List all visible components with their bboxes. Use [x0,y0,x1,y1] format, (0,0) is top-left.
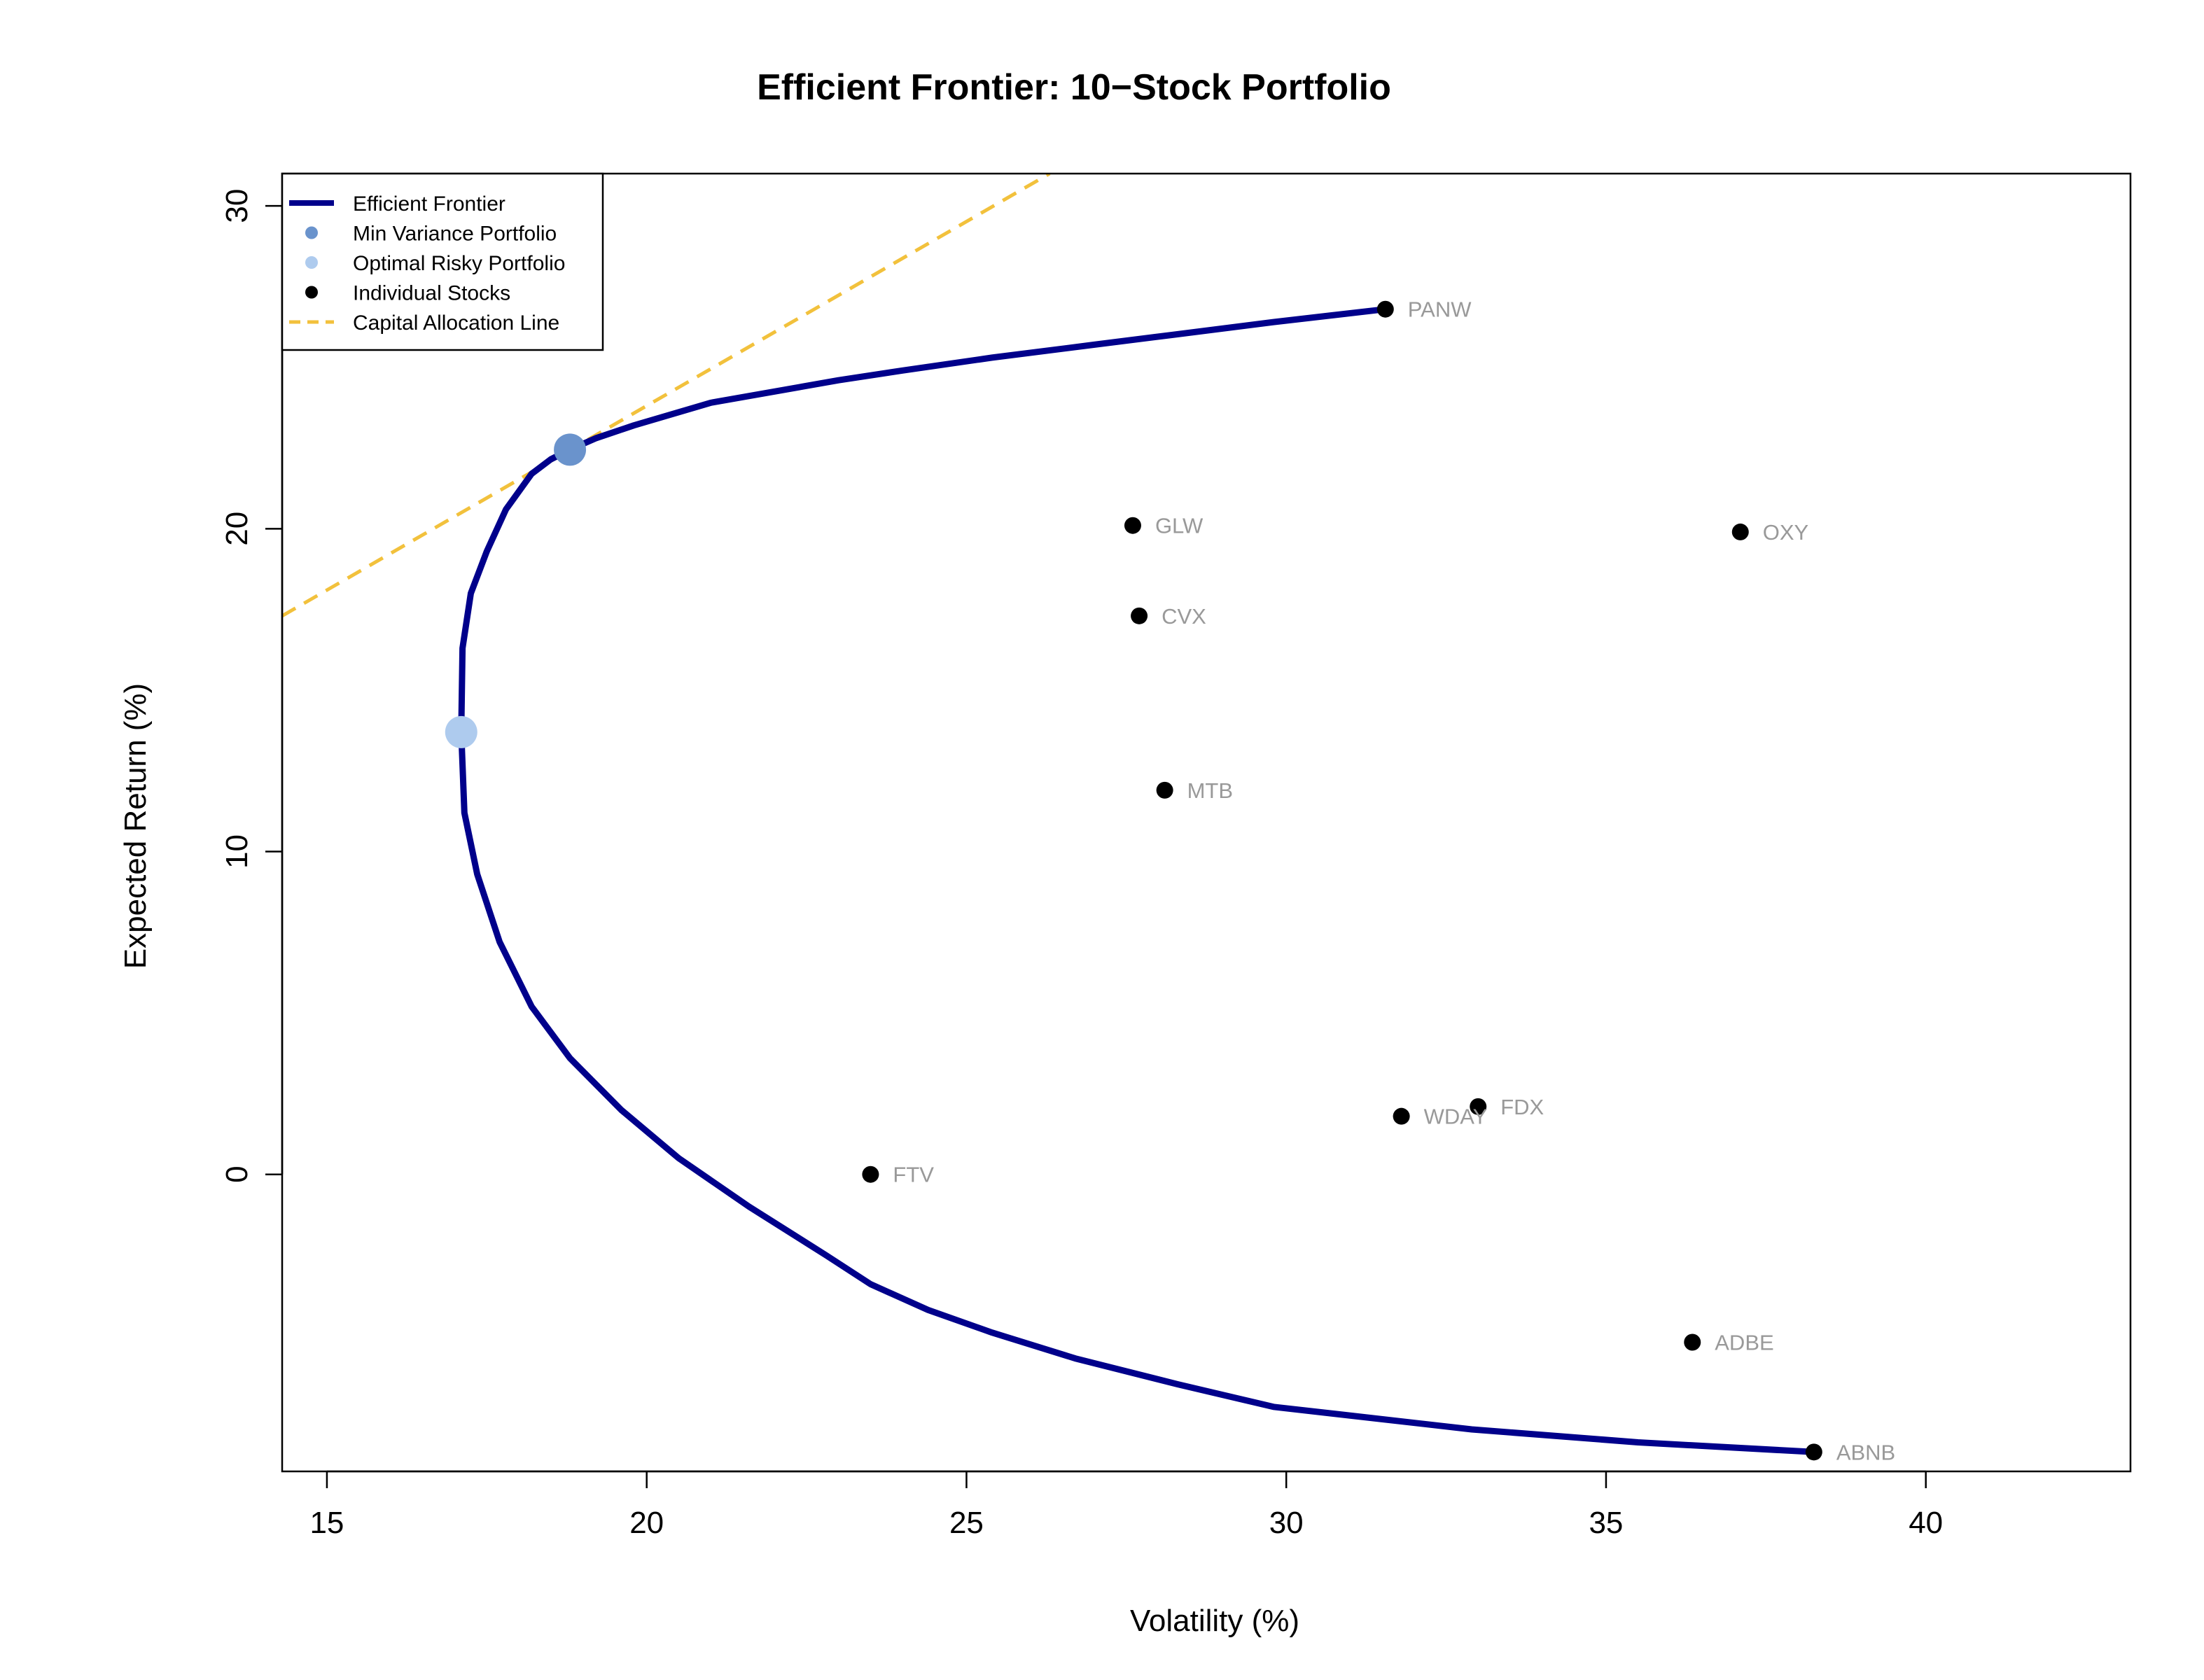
x-tick-label-25: 25 [949,1506,984,1540]
x-tick-label-30: 30 [1269,1506,1304,1540]
stock-point-ftv [862,1166,879,1183]
capital-allocation-line [282,174,1051,618]
legend-label-min-variance-portfolio: Min Variance Portfolio [353,223,557,246]
min-variance-point [554,433,587,466]
efficient-frontier-line [458,306,1818,1455]
x-tick-label-15: 15 [309,1506,344,1540]
stock-label-oxy: OXY [1763,520,1808,545]
stock-label-glw: GLW [1155,514,1204,538]
y-axis-title: Expected Return (%) [118,683,153,969]
stock-label-panw: PANW [1408,298,1472,322]
axes: 15 20 25 30 35 40 0 10 20 30 [220,172,2132,1540]
stock-point-glw [1124,517,1141,534]
stock-label-cvx: CVX [1162,604,1206,629]
stock-label-wday: WDAY [1424,1105,1488,1129]
y-tick-label-20: 20 [220,512,254,546]
chart-title: Efficient Frontier: 10−Stock Portfolio [757,67,1391,108]
stock-point-oxy [1731,523,1749,540]
legend-label-optimal-risky-portfolio: Optimal Risky Portfolio [353,252,565,275]
x-tick-label-40: 40 [1909,1506,1943,1540]
legend-box [281,172,604,351]
legend-label-individual-stocks: Individual Stocks [353,282,510,305]
plot-frame [281,172,2132,1473]
stock-label-adbe: ADBE [1715,1331,1773,1355]
x-tick-label-20: 20 [629,1506,664,1540]
stock-point-mtb [1156,781,1173,799]
stock-label-abnb: ABNB [1836,1440,1895,1464]
legend-symbol-individual-stocks [305,286,318,299]
y-tick-label-0: 0 [220,1166,254,1182]
legend-label-capital-allocation-line: Capital Allocation Line [353,312,559,335]
y-tick-label-30: 30 [220,189,254,223]
stock-label-ftv: FTV [893,1163,934,1187]
stock-point-fdx [1470,1098,1487,1115]
plot-area: PANW GLW OXY CVX MTB FDX WDAY FTV ADBE ABNB [282,174,1895,1464]
legend-symbol-min-variance-portfolio [305,226,318,239]
optimal-risky-point [445,715,477,748]
x-tick-label-35: 35 [1589,1506,1623,1540]
stock-point-adbe [1684,1334,1701,1351]
legend: Efficient Frontier Min Variance Portfolio… [281,172,604,351]
stock-label-fdx: FDX [1500,1095,1544,1119]
legend-label-efficient-frontier: Efficient Frontier [353,192,505,216]
x-axis-title: Volatility (%) [1130,1604,1299,1638]
legend-symbol-optimal-risky-portfolio [305,256,318,269]
plot-content: PANW GLW OXY CVX MTB FDX WDAY FTV ADBE ABNB [282,174,1895,1464]
stock-point-wday [1393,1107,1410,1125]
y-tick-label-10: 10 [220,834,254,869]
stock-point-cvx [1131,607,1148,624]
stock-point-panw [1376,300,1394,318]
stock-point-abnb [1805,1443,1822,1461]
stock-label-mtb: MTB [1187,778,1233,803]
